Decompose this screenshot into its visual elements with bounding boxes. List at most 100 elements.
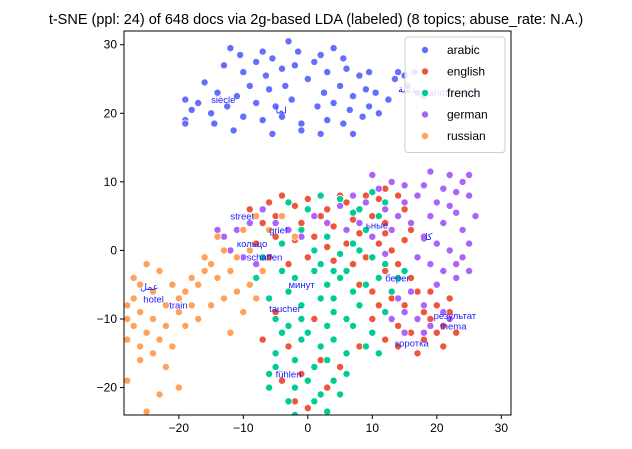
point-german-28 [387,225,396,234]
point-english-26 [355,229,364,238]
point-arabic-49 [358,112,367,121]
point-arabic-32 [207,109,216,118]
point-french-19 [342,266,351,275]
point-german-8 [445,201,454,210]
x-tick-label--10: −10 [233,421,254,435]
point-french-57 [310,397,319,406]
point-arabic-0 [226,44,235,53]
point-german-56 [432,280,441,289]
point-french-20 [277,266,286,275]
point-german-57 [394,294,403,303]
point-french-50 [277,328,286,337]
point-german-61 [355,218,364,227]
point-french-37 [348,321,357,330]
x-tick-label-20: 20 [430,421,444,435]
x-tick-label-30: 30 [495,421,509,435]
point-russian-49 [124,315,132,323]
point-arabic-19 [365,68,374,77]
point-english-7 [374,194,383,203]
point-french-40 [271,314,280,323]
point-english-34 [348,260,357,269]
annotation-8: кольцо [237,239,267,250]
point-english-3 [303,194,312,203]
point-french-43 [316,342,325,351]
point-french-6 [381,198,390,207]
point-german-18 [445,246,454,255]
point-arabic-18 [355,71,364,80]
point-french-11 [277,239,286,248]
x-axis: −20 −10 0 10 20 30 [169,415,509,435]
point-german-64 [452,273,461,282]
point-arabic-29 [348,92,357,101]
point-german-51 [419,301,428,310]
point-french-28 [387,287,396,296]
point-french-67 [297,314,306,323]
point-french-12 [297,225,306,234]
point-german-37 [323,218,332,227]
legend-label-english: english [447,65,485,79]
point-german-21 [439,266,448,275]
point-russian-27 [200,253,209,262]
annotation-15: taucher [269,304,301,315]
point-russian-48 [148,349,157,358]
point-arabic-44 [258,116,267,125]
point-russian-50 [226,328,235,337]
point-arabic-27 [319,88,328,97]
point-french-52 [290,383,299,392]
point-french-24 [336,273,345,282]
point-arabic-26 [303,75,312,84]
point-arabic-13 [277,64,286,73]
point-german-55 [445,314,454,323]
point-russian-16 [136,308,145,317]
point-english-65 [336,362,345,371]
point-french-0 [284,198,293,207]
point-english-63 [303,404,312,413]
point-arabic-20 [200,78,209,87]
point-russian-45 [174,383,183,392]
point-english-62 [323,383,332,392]
point-arabic-25 [281,81,290,90]
point-arabic-31 [194,99,203,108]
point-arabic-24 [265,85,274,94]
point-russian-32 [245,280,254,289]
annotation-18: коротка [395,338,430,349]
scatter-points [124,37,480,415]
point-russian-21 [124,335,132,344]
point-english-70 [394,342,403,351]
point-arabic-9 [339,54,348,63]
point-german-6 [419,181,428,190]
annotation-5: grief [269,225,288,236]
point-russian-3 [207,260,216,269]
point-german-17 [432,239,441,248]
annotation-13: hotel [143,295,164,306]
point-french-23 [323,280,332,289]
annotation-16: результат [434,311,477,322]
point-russian-2 [219,246,228,255]
point-russian-55 [252,294,261,303]
point-german-49 [252,260,261,269]
point-english-2 [290,201,299,210]
point-arabic-30 [181,95,190,104]
point-russian-43 [142,407,151,415]
point-english-37 [394,260,403,269]
y-tick-label-0: 0 [110,243,117,257]
point-russian-39 [155,266,164,275]
point-french-45 [342,349,351,358]
point-german-33 [374,184,383,193]
point-arabic-54 [316,129,325,138]
point-russian-34 [219,294,228,303]
point-russian-22 [136,342,145,351]
point-arabic-5 [284,37,293,46]
point-french-55 [329,376,338,385]
point-russian-1 [232,253,241,262]
point-arabic-28 [336,81,345,90]
point-arabic-11 [239,68,248,77]
point-french-7 [374,212,383,221]
point-russian-10 [174,294,183,303]
point-english-60 [277,376,286,385]
point-arabic-17 [342,64,351,73]
y-tick-label--10: −10 [97,312,118,326]
point-french-47 [310,362,319,371]
point-arabic-1 [236,51,245,60]
